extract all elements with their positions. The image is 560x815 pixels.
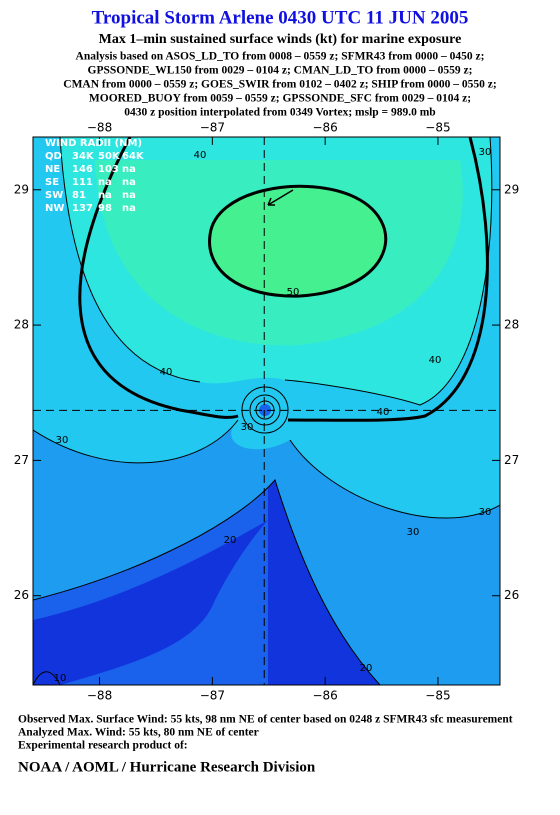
wind-radii-cell: 81 [72, 190, 86, 201]
wind-radii-cell: 111 [72, 177, 93, 188]
contour-label: 40 [160, 367, 173, 378]
wind-radii-cell: na [122, 190, 136, 201]
wind-radii-cell: SW [45, 190, 63, 201]
y-tick-label: 29 [504, 182, 519, 196]
footer-line: Experimental research product of: [18, 740, 188, 752]
contour-30 [33, 419, 500, 519]
footer-line: Observed Max. Surface Wind: 55 kts, 98 n… [18, 714, 513, 726]
credit: NOAA / AOML / Hurricane Research Divisio… [18, 759, 316, 775]
analysis-line: MOORED_BUOY from 0059 – 0559 z; GPSSONDE… [89, 93, 471, 105]
analysis-line: GPSSONDE_WL150 from 0029 – 0104 z; CMAN_… [88, 65, 473, 77]
contour-label: 40 [377, 407, 390, 418]
x-tick-label: −86 [312, 689, 337, 703]
contour-34 [78, 137, 489, 422]
y-tick-label: 27 [504, 453, 519, 467]
y-tick-label: 29 [14, 182, 29, 196]
contour-label: 30 [479, 147, 492, 158]
wind-radii-cell: 146 [72, 164, 93, 175]
contour-label: 30 [479, 507, 492, 518]
wind-radii-cell: 137 [72, 203, 93, 214]
analysis-line: 0430 z position interpolated from 0349 V… [124, 107, 435, 119]
contour-label: 30 [56, 435, 69, 446]
contour-label: 10 [54, 673, 67, 684]
footer: NOAA / AOML / Hurricane Research Divisio… [18, 759, 316, 775]
y-tick-label: 26 [14, 588, 29, 602]
wind-radii-cell: 34K [72, 151, 95, 162]
wind-radii-cell: 103 [98, 164, 119, 175]
eye [259, 404, 271, 416]
contour-40 [59, 137, 493, 406]
contour-label: 40 [429, 355, 442, 366]
wind-radii-cell: na [122, 177, 136, 188]
plot-frame [32, 136, 501, 686]
y-tick-label: 28 [504, 318, 519, 332]
wind-radii-cell: na [122, 203, 136, 214]
wind-radii-cell: 98 [98, 203, 112, 214]
contour-label: 30 [407, 527, 420, 538]
wind-radii-title: WIND RADII (NM) [45, 138, 142, 149]
wind-radii-cell: NE [45, 164, 60, 175]
contour-label: 20 [224, 535, 237, 546]
motion-arrow [267, 189, 294, 206]
contour-label: 50 [287, 287, 300, 298]
y-tick-label: 28 [14, 318, 29, 332]
title: Tropical Storm Arlene 0430 UTC 11 JUN 20… [92, 7, 469, 28]
x-tick-label: −85 [425, 689, 450, 703]
wind-radii-cell: SE [45, 177, 59, 188]
x-tick-label: −88 [87, 121, 112, 135]
x-tick-label: −88 [87, 689, 112, 703]
analysis-line: CMAN from 0000 – 0559 z; GOES_SWIR from … [63, 79, 496, 91]
wind-radii-cell: na [122, 164, 136, 175]
subtitle: Max 1–min sustained surface winds (kt) f… [99, 32, 462, 47]
contour-10 [33, 671, 61, 685]
contour-label: 40 [194, 150, 207, 161]
contour-20 [33, 479, 381, 685]
y-tick-label: 27 [14, 453, 29, 467]
analysis-line: Analysis based on ASOS_LD_TO from 0008 –… [76, 51, 485, 63]
footer-line: Analyzed Max. Wind: 55 kts, 80 nm NE of … [18, 727, 259, 739]
x-tick-label: −87 [200, 689, 225, 703]
contour-label: 20 [360, 663, 373, 674]
contour-50 [208, 184, 388, 298]
x-tick-label: −85 [425, 121, 450, 135]
contour-label: 30 [241, 422, 254, 433]
x-tick-label: −87 [200, 121, 225, 135]
x-tick-label: −86 [312, 121, 337, 135]
plot-area [32, 136, 501, 686]
wind-radii-cell: na [98, 190, 112, 201]
wind-radii-cell: QD [45, 151, 62, 162]
wind-radii-cell: 64K [122, 151, 145, 162]
wind-radii-cell: na [98, 177, 112, 188]
wind-radii-cell: 50K [98, 151, 121, 162]
y-tick-label: 26 [504, 588, 519, 602]
wind-radii-cell: NW [45, 203, 64, 214]
